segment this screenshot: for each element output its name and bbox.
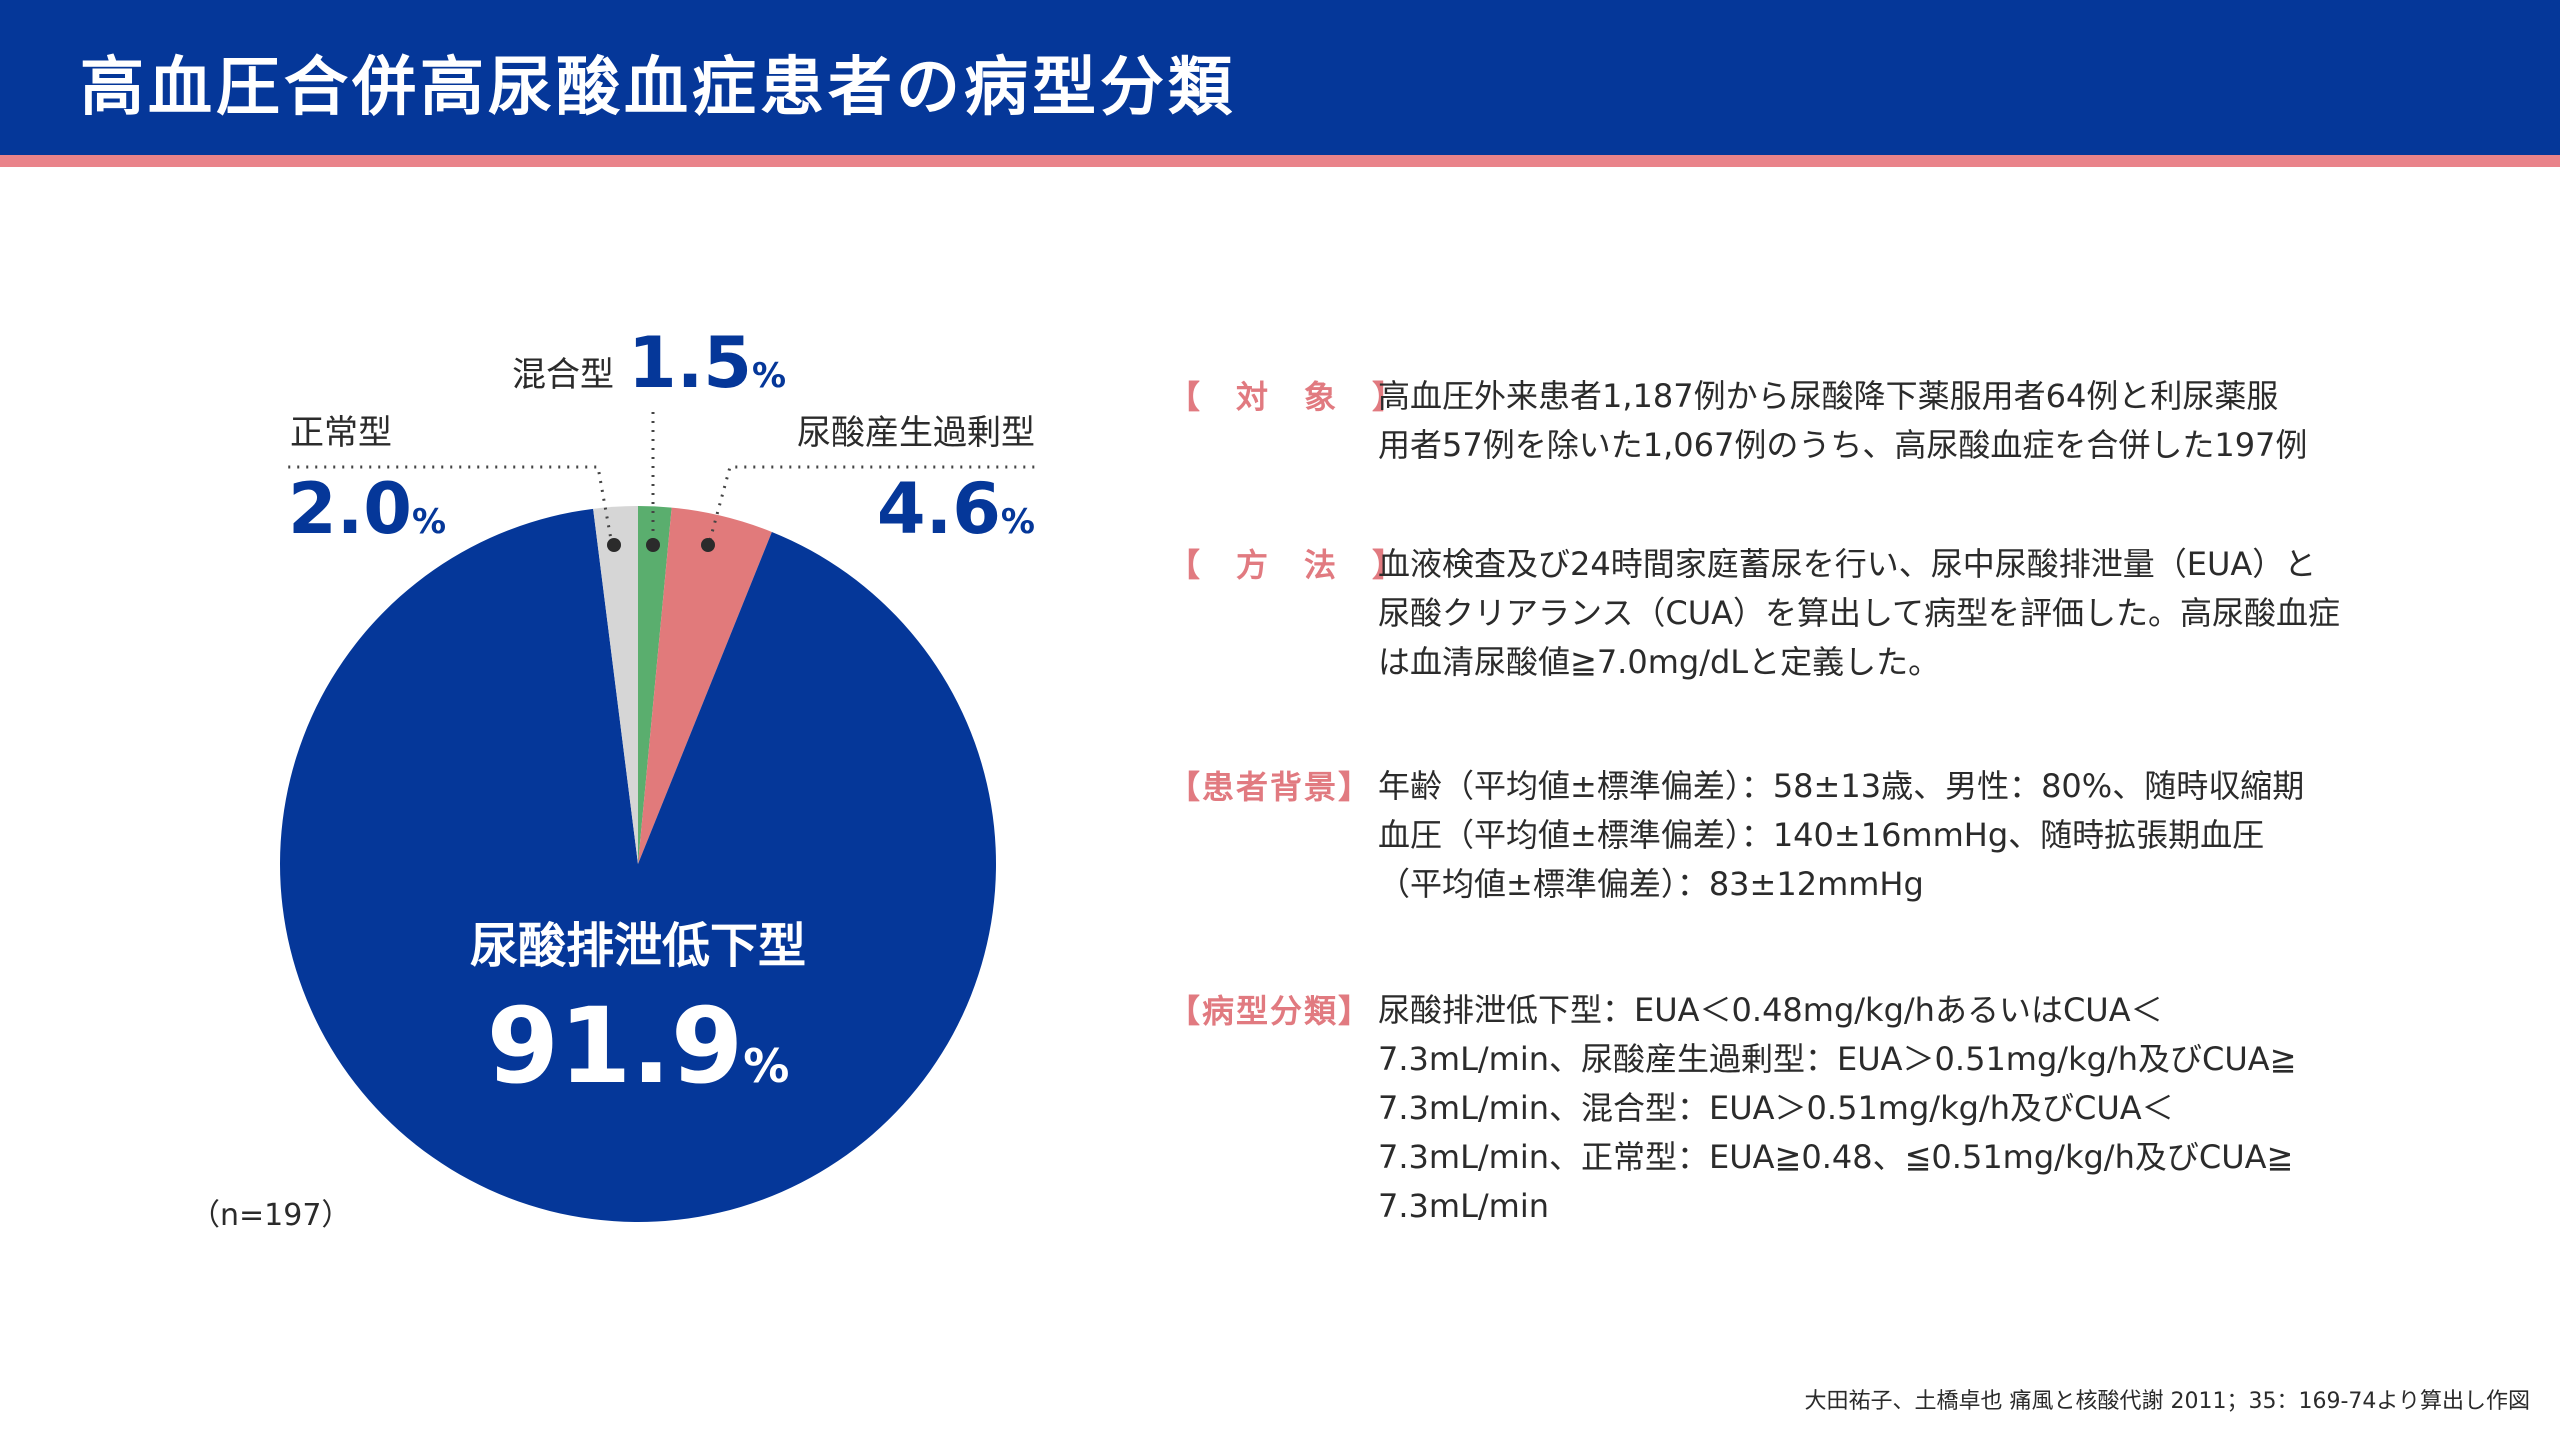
- leader-dot-mixed: [646, 538, 660, 552]
- info-line: 7.3mL/min、尿酸産生過剰型：EUA＞0.51mg/kg/h及びCUA≧: [1378, 1040, 2297, 1078]
- info-line: 尿酸クリアランス（CUA）を算出して病型を評価した。高尿酸血症: [1378, 594, 2341, 632]
- info-line: 年齢（平均値±標準偏差）：58±13歳、男性：80%、随時収縮期: [1378, 767, 2305, 805]
- info-body: 年齢（平均値±標準偏差）：58±13歳、男性：80%、随時収縮期 血圧（平均値±…: [1378, 762, 2388, 909]
- info-body: 血液検査及び24時間家庭蓄尿を行い、尿中尿酸排泄量（EUA）と 尿酸クリアランス…: [1378, 540, 2388, 687]
- label-overproduction-name: 尿酸産生過剰型: [797, 413, 1035, 453]
- slice-normal: [593, 506, 638, 864]
- title-bar: [0, 0, 2560, 155]
- label-overproduction-pct: 4.6%: [877, 468, 1035, 550]
- slice-underexcretion: [280, 508, 997, 1222]
- slice-mixed: [638, 506, 672, 864]
- label-underexcretion-name: 尿酸排泄低下型: [470, 918, 806, 974]
- info-line: 7.3mL/min、混合型：EUA＞0.51mg/kg/h及びCUA＜: [1378, 1089, 2174, 1127]
- slice-overproduction: [638, 507, 772, 864]
- page-title: 高血圧合併高尿酸血症患者の病型分類: [80, 51, 1236, 125]
- info-line: 7.3mL/min: [1378, 1187, 1550, 1225]
- info-line: は血清尿酸値≧7.0mg/dLと定義した。: [1378, 643, 1941, 681]
- label-mixed-name: 混合型: [512, 355, 614, 395]
- label-mixed-pct: 1.5%: [628, 322, 786, 404]
- title-accent-stripe: [0, 155, 2560, 167]
- sample-size-note: （n=197）: [190, 1198, 352, 1233]
- citation: 大田祐子、土橋卓也 痛風と核酸代謝 2011；35：169-74より算出し作図: [1804, 1389, 2530, 1414]
- info-heading: 【 方 法 】: [1168, 546, 1407, 584]
- info-line: 尿酸排泄低下型：EUA＜0.48mg/kg/hあるいはCUA＜: [1378, 991, 2163, 1029]
- info-heading: 【 対 象 】: [1168, 378, 1407, 416]
- info-heading: 【患者背景】: [1168, 768, 1373, 806]
- leader-dot-normal: [607, 538, 621, 552]
- info-line: （平均値±標準偏差）：83±12mmHg: [1378, 865, 1924, 903]
- label-normal-name: 正常型: [290, 413, 392, 453]
- label-underexcretion-pct: 91.9%: [487, 985, 790, 1107]
- leader-line-overproduction: [708, 465, 1035, 541]
- info-line: 用者57例を除いた1,067例のうち、高尿酸血症を合併した197例: [1378, 426, 2308, 464]
- info-body: 尿酸排泄低下型：EUA＜0.48mg/kg/hあるいはCUA＜ 7.3mL/mi…: [1378, 986, 2388, 1231]
- label-normal-pct: 2.0%: [288, 468, 446, 550]
- info-body: 高血圧外来患者1,187例から尿酸降下薬服用者64例と利尿薬服 用者57例を除い…: [1378, 372, 2388, 470]
- info-line: 7.3mL/min、正常型：EUA≧0.48、≦0.51mg/kg/h及びCUA…: [1378, 1138, 2294, 1176]
- info-line: 血液検査及び24時間家庭蓄尿を行い、尿中尿酸排泄量（EUA）と: [1378, 545, 2317, 583]
- info-line: 高血圧外来患者1,187例から尿酸降下薬服用者64例と利尿薬服: [1378, 377, 2279, 415]
- info-heading: 【病型分類】: [1168, 992, 1373, 1030]
- leader-dot-overproduction: [701, 538, 715, 552]
- info-line: 血圧（平均値±標準偏差）：140±16mmHg、随時拡張期血圧: [1378, 816, 2265, 854]
